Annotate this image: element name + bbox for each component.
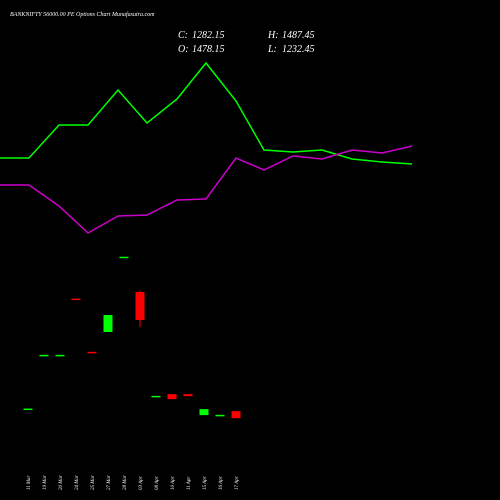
x-tick-label: 11 Mar xyxy=(27,475,32,490)
x-tick-label: 15 Apr xyxy=(203,476,208,490)
candle-body xyxy=(119,256,129,259)
x-tick-label: 20 Mar xyxy=(59,475,64,490)
x-tick-label: 27 Mar xyxy=(107,475,112,490)
x-tick-label: 19 Mar xyxy=(43,475,48,490)
close-label: C: xyxy=(178,30,188,41)
candle-body xyxy=(167,394,177,400)
x-tick-label: 17 Apr xyxy=(235,476,240,490)
x-tick-label: 16 Apr xyxy=(219,476,224,490)
line xyxy=(0,61,413,165)
x-tick-label: 24 Mar xyxy=(75,475,80,490)
candle-body xyxy=(103,315,113,332)
low-value: 1232.45 xyxy=(282,44,315,55)
x-tick-label: 28 Mar xyxy=(123,475,128,490)
chart-title: BANKNIFTY 56000.00 PE Options Chart Muna… xyxy=(10,11,155,18)
low-label: L: xyxy=(267,44,277,55)
candle-body xyxy=(55,354,65,357)
x-tick-label: 03 Apr xyxy=(139,476,144,490)
candle-body xyxy=(183,394,193,397)
close-value: 1282.15 xyxy=(192,30,225,41)
candle-body xyxy=(71,298,81,301)
candle-body xyxy=(23,408,33,411)
candle-body xyxy=(215,414,225,417)
x-tick-label: 08 Apr xyxy=(155,476,160,490)
candle-body xyxy=(151,395,161,398)
candle-body xyxy=(231,411,241,419)
x-tick-label: 11 Apr xyxy=(187,477,192,490)
high-value: 1487.45 xyxy=(282,30,315,41)
x-tick-label: 25 Mar xyxy=(91,475,96,490)
candle-body xyxy=(39,354,49,357)
open-label: O: xyxy=(178,44,189,55)
high-label: H: xyxy=(267,30,279,41)
open-value: 1478.15 xyxy=(192,44,225,55)
candle-body xyxy=(199,409,209,416)
x-tick-label: 10 Apr xyxy=(171,476,176,490)
candle-body xyxy=(135,291,145,320)
line xyxy=(0,145,413,234)
candle-body xyxy=(87,351,97,354)
